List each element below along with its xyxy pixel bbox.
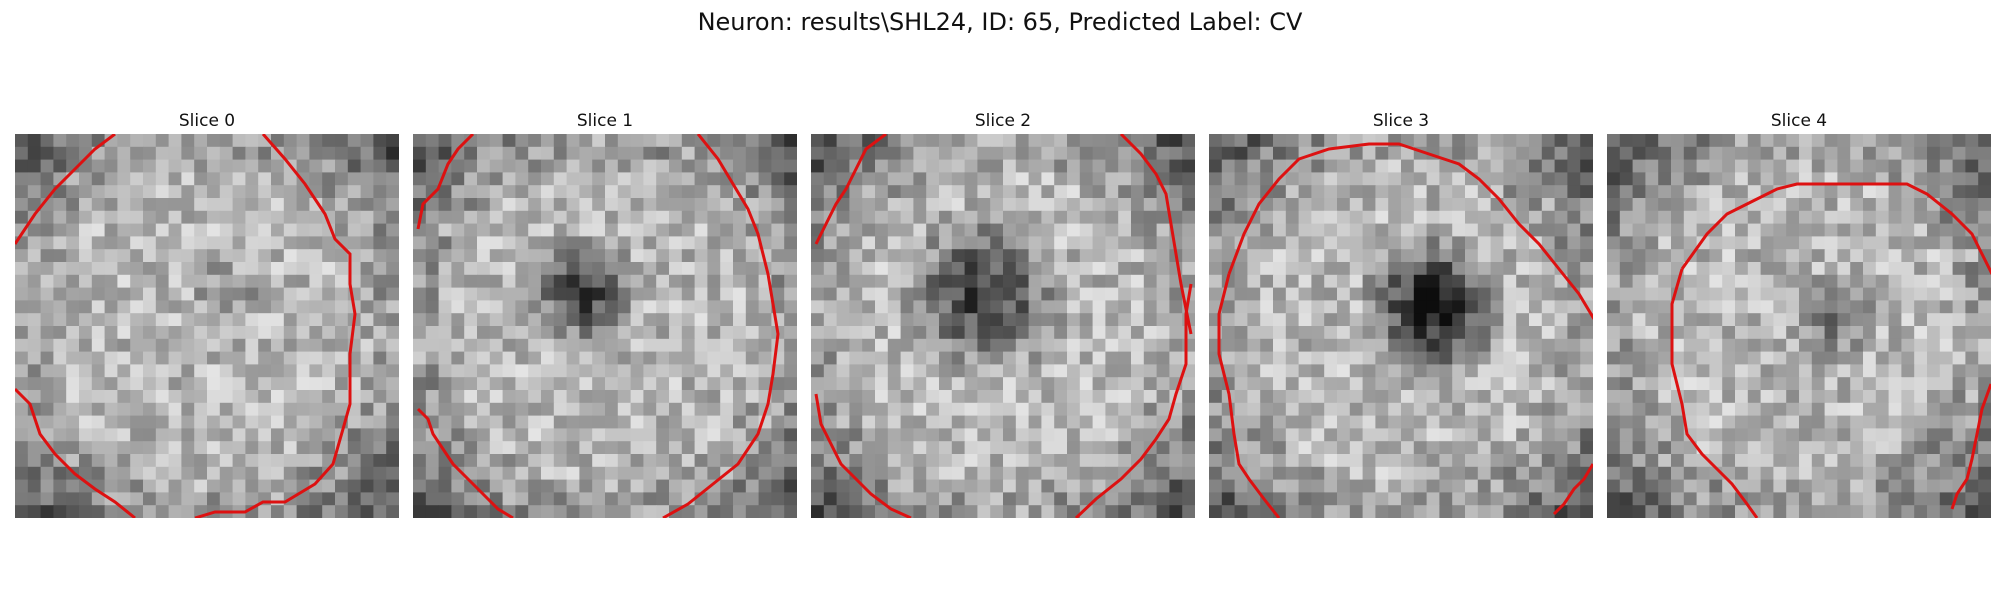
slice-panel-1: Slice 1 — [413, 108, 797, 518]
slice-panel-4: Slice 4 — [1607, 108, 1991, 518]
slice-image-2 — [811, 134, 1195, 518]
slice-title-3: Slice 3 — [1209, 108, 1593, 134]
slice-image-4 — [1607, 134, 1991, 518]
slice-svg-3 — [1209, 134, 1593, 518]
slice-svg-0 — [15, 134, 399, 518]
slice-title-4: Slice 4 — [1607, 108, 1991, 134]
slice-panel-2: Slice 2 — [811, 108, 1195, 518]
slice-image-0 — [15, 134, 399, 518]
slice-svg-2 — [811, 134, 1195, 518]
slice-image-1 — [413, 134, 797, 518]
slice-svg-1 — [413, 134, 797, 518]
slice-svg-4 — [1607, 134, 1991, 518]
slice-title-0: Slice 0 — [15, 108, 399, 134]
slice-image-3 — [1209, 134, 1593, 518]
slice-panel-3: Slice 3 — [1209, 108, 1593, 518]
slice-panel-0: Slice 0 — [15, 108, 399, 518]
figure-title: Neuron: results\SHL24, ID: 65, Predicted… — [0, 8, 2000, 36]
slice-title-2: Slice 2 — [811, 108, 1195, 134]
slice-title-1: Slice 1 — [413, 108, 797, 134]
